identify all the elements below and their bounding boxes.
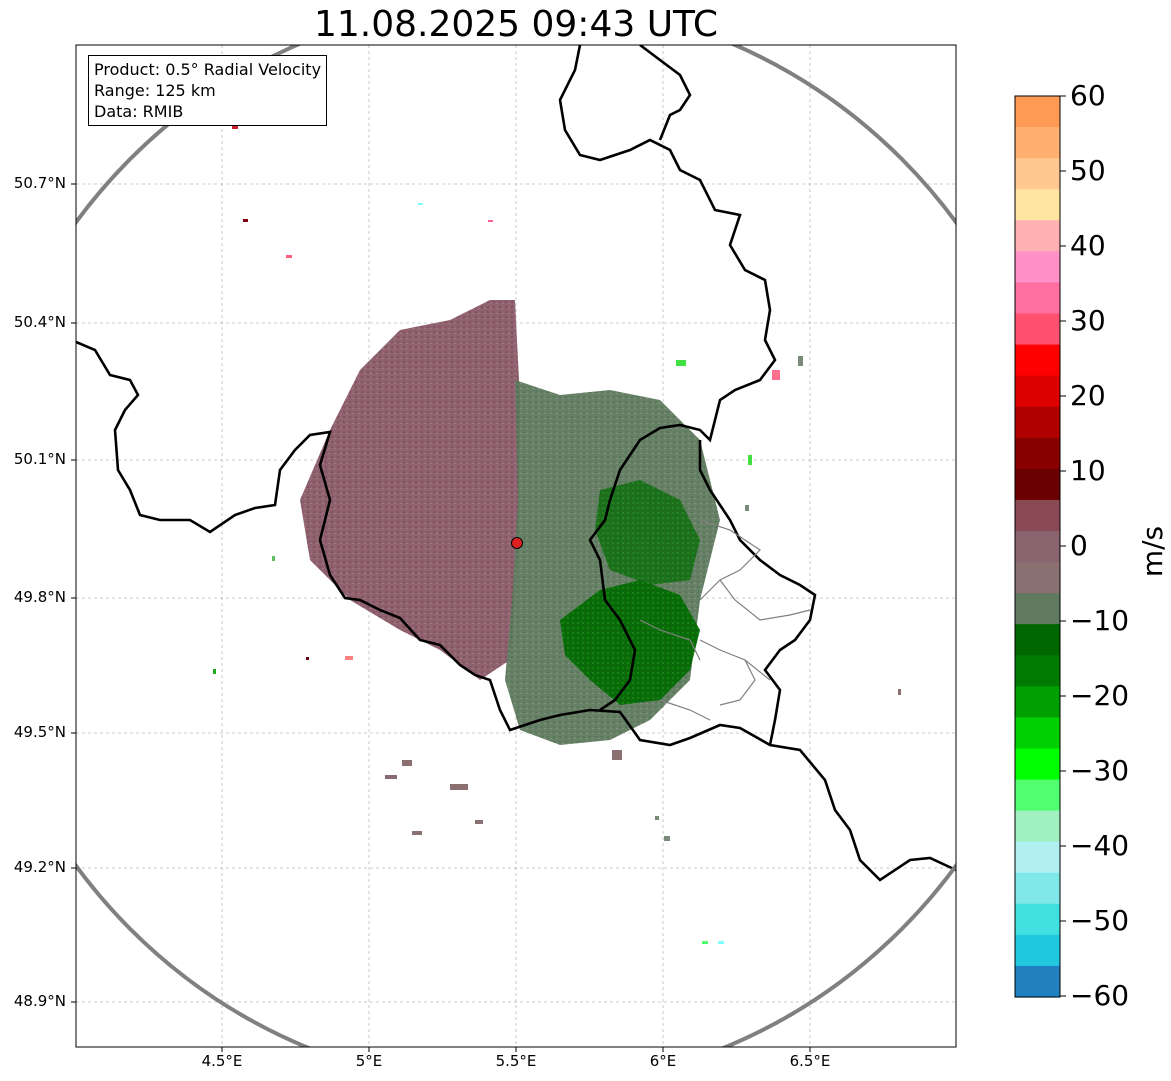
- lon-label: 6.5°E: [789, 1052, 831, 1070]
- colorbar-segment: [1015, 499, 1060, 532]
- colorbar-unit-label: m/s: [1136, 525, 1170, 578]
- colorbar-tick-label: −30: [1070, 754, 1130, 787]
- lon-label: 4.5°E: [201, 1052, 243, 1070]
- colorbar-segment: [1015, 127, 1060, 159]
- colorbar-tick-label: −40: [1070, 829, 1130, 862]
- lat-tick-marks: [71, 183, 76, 1003]
- lon-tick-marks: [221, 1047, 811, 1052]
- colorbar-tick-label: 20: [1070, 379, 1106, 412]
- colorbar-tick-label: −10: [1070, 604, 1130, 637]
- lat-label: 49.8°N: [13, 588, 66, 606]
- info-range: Range: 125 km: [94, 81, 216, 100]
- colorbar-segment: [1015, 686, 1060, 718]
- colorbar: [1015, 96, 1060, 998]
- colorbar-tick-label: −50: [1070, 904, 1130, 937]
- colorbar-segment: [1015, 251, 1060, 284]
- colorbar-tick-label: 60: [1070, 79, 1106, 112]
- colorbar-segment: [1015, 655, 1060, 687]
- colorbar-tick-label: −60: [1070, 979, 1130, 1012]
- colorbar-segment: [1015, 717, 1060, 750]
- lon-label: 6°E: [649, 1052, 677, 1070]
- region-borders: [639, 519, 811, 721]
- colorbar-segment: [1015, 468, 1060, 501]
- colorbar-tick-label: 30: [1070, 304, 1106, 337]
- plot-title: 11.08.2025 09:43 UTC: [313, 4, 719, 45]
- colorbar-segment: [1015, 313, 1060, 346]
- lat-label: 50.1°N: [13, 450, 66, 468]
- colorbar-tick-label: 50: [1070, 154, 1106, 187]
- colorbar-segment: [1015, 530, 1060, 563]
- lat-label: 49.2°N: [13, 858, 66, 876]
- lat-label: 50.4°N: [13, 313, 66, 331]
- colorbar-tick-label: 40: [1070, 229, 1106, 262]
- info-data: Data: RMIB: [94, 102, 184, 121]
- colorbar-segment: [1015, 593, 1060, 625]
- colorbar-segment: [1015, 96, 1060, 128]
- colorbar-segment: [1015, 903, 1060, 936]
- colorbar-segment: [1015, 810, 1060, 843]
- colorbar-segment: [1015, 934, 1060, 967]
- colorbar-segment: [1015, 406, 1060, 439]
- colorbar-tick-label: 0: [1070, 529, 1088, 562]
- info-box: Product: 0.5° Radial Velocity Range: 125…: [88, 55, 328, 126]
- colorbar-segment: [1015, 872, 1060, 905]
- colorbar-segment: [1015, 158, 1060, 190]
- colorbar-segment: [1015, 841, 1060, 874]
- colorbar-segment: [1015, 562, 1060, 594]
- colorbar-segment: [1015, 282, 1060, 315]
- colorbar-segment: [1015, 437, 1060, 470]
- lat-label: 49.5°N: [13, 723, 66, 741]
- lon-label: 5.5°E: [495, 1052, 537, 1070]
- colorbar-segment: [1015, 220, 1060, 252]
- colorbar-segment: [1015, 965, 1060, 998]
- colorbar-segment: [1015, 624, 1060, 656]
- lon-label: 5°E: [355, 1052, 383, 1070]
- colorbar-segment: [1015, 748, 1060, 781]
- scattered-echoes: [213, 126, 901, 944]
- colorbar-segment: [1015, 779, 1060, 812]
- colorbar-tick-label: −20: [1070, 679, 1130, 712]
- echo-green-band: [595, 480, 700, 585]
- colorbar-segment: [1015, 375, 1060, 408]
- country-borders: [76, 45, 956, 882]
- colorbar-segment: [1015, 189, 1060, 221]
- info-product: Product: 0.5° Radial Velocity: [94, 60, 322, 79]
- lat-label: 48.9°N: [13, 992, 66, 1010]
- lat-label: 50.7°N: [13, 174, 66, 192]
- echo-region-west: [300, 300, 520, 680]
- colorbar-tick-label: 10: [1070, 454, 1106, 487]
- colorbar-segment: [1015, 344, 1060, 377]
- radar-site-marker: [511, 537, 523, 549]
- colorbar-tick-marks: [1060, 95, 1066, 997]
